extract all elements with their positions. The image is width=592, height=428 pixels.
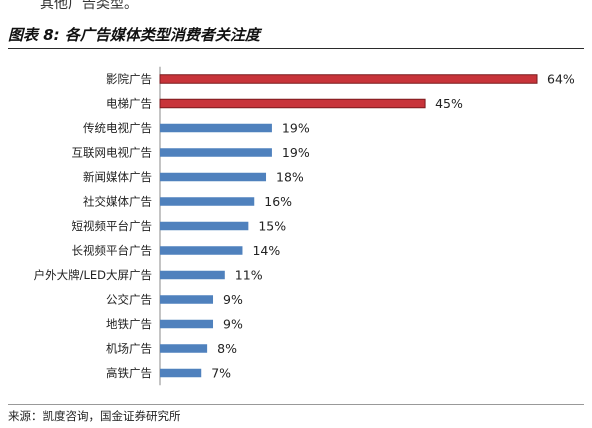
bar bbox=[160, 368, 202, 378]
value-label: 14% bbox=[252, 243, 280, 258]
category-label: 长视频平台广告 bbox=[72, 244, 153, 258]
category-label: 电梯广告 bbox=[106, 97, 152, 111]
value-label: 7% bbox=[211, 366, 231, 381]
value-label: 19% bbox=[282, 121, 310, 136]
value-label: 11% bbox=[235, 268, 263, 283]
bar bbox=[160, 270, 225, 280]
bar bbox=[160, 246, 243, 255]
category-label: 户外大牌/LED大屏广告 bbox=[34, 268, 152, 282]
title-rule bbox=[8, 48, 584, 49]
top-text-fragment: 其他广告类型。 bbox=[40, 0, 138, 12]
value-label: 15% bbox=[258, 219, 286, 234]
bar bbox=[160, 197, 255, 206]
value-label: 9% bbox=[223, 292, 243, 307]
bar bbox=[159, 98, 426, 109]
category-label: 公交广告 bbox=[106, 293, 152, 307]
value-label: 8% bbox=[217, 341, 237, 356]
figure-title: 图表 8: 各广告媒体类型消费者关注度 bbox=[8, 26, 260, 44]
category-label: 机场广告 bbox=[106, 342, 152, 356]
category-label: 社交媒体广告 bbox=[83, 195, 152, 209]
bar bbox=[160, 295, 214, 304]
value-label: 19% bbox=[282, 145, 310, 160]
source-rule bbox=[8, 404, 584, 405]
bar bbox=[160, 344, 208, 353]
bar bbox=[160, 221, 249, 231]
category-label: 影院广告 bbox=[106, 72, 152, 86]
bar-chart: 影院广告 64% 电梯广告 45% 传统电视广告 19% 互联网电视广告 19% 新闻媒体广告 1… bbox=[34, 66, 575, 386]
value-label: 64% bbox=[547, 72, 575, 87]
bar bbox=[160, 319, 214, 329]
value-label: 18% bbox=[276, 170, 304, 185]
bar bbox=[159, 74, 538, 84]
category-label: 高铁广告 bbox=[106, 366, 152, 380]
source-note: 来源：凯度咨询，国金证券研究所 bbox=[8, 409, 181, 423]
bar bbox=[160, 148, 272, 157]
value-label: 16% bbox=[264, 194, 292, 209]
value-label: 45% bbox=[435, 96, 463, 111]
bar bbox=[160, 172, 267, 182]
category-label: 地铁广告 bbox=[106, 317, 152, 331]
category-label: 传统电视广告 bbox=[83, 121, 152, 135]
category-label: 短视频平台广告 bbox=[72, 219, 153, 233]
bars-layer: 影院广告 64% 电梯广告 45% 传统电视广告 19% 互联网电视广告 19% 新闻媒体广告 1… bbox=[34, 72, 575, 381]
value-label: 9% bbox=[223, 317, 243, 332]
category-label: 新闻媒体广告 bbox=[83, 170, 152, 184]
bar bbox=[160, 123, 272, 133]
category-label: 互联网电视广告 bbox=[72, 146, 153, 160]
